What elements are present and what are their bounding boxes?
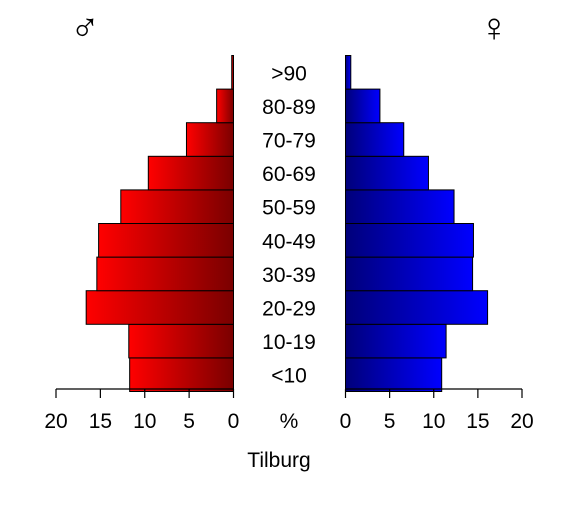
male-symbol: ♂ — [70, 6, 100, 50]
age-label-under-10: <10 — [271, 365, 307, 388]
male-bar-10-19 — [128, 323, 234, 359]
axes: 20 15 10 5 0 0 5 10 15 20 — [44, 388, 534, 433]
male-tick-label-5: 5 — [183, 410, 195, 433]
male-bar-50-59 — [120, 189, 234, 224]
age-label-20-29: 20-29 — [262, 298, 316, 321]
male-tick-label-0: 0 — [228, 410, 240, 433]
female-bar-60-69 — [345, 155, 429, 191]
male-tick-label-15: 15 — [89, 410, 112, 433]
female-bar-40-49 — [345, 223, 474, 258]
male-bar-under-10 — [129, 357, 235, 392]
male-bar-30-39 — [96, 256, 234, 292]
age-label-over-90: >90 — [271, 62, 307, 85]
female-bar-30-39 — [345, 256, 474, 292]
male-bar-40-49 — [98, 223, 234, 258]
male-bar-70-79 — [185, 122, 234, 157]
female-tick-label-10: 10 — [422, 410, 445, 433]
female-bar-under-10 — [345, 357, 443, 392]
female-tick-label-15: 15 — [466, 410, 489, 433]
male-bar-20-29 — [85, 290, 234, 325]
age-label-10-19: 10-19 — [262, 331, 316, 354]
female-bar-10-19 — [345, 323, 447, 359]
age-label-40-49: 40-49 — [262, 230, 316, 253]
female-bar-70-79 — [345, 122, 405, 157]
age-label-50-59: 50-59 — [262, 197, 316, 220]
age-label-60-69: 60-69 — [262, 163, 316, 186]
female-bar-80-89 — [345, 88, 381, 124]
female-bar-over-90 — [345, 55, 352, 90]
age-label-30-39: 30-39 — [262, 264, 316, 287]
percent-unit-label: % — [280, 410, 299, 433]
female-symbol: ♀ — [479, 6, 509, 50]
female-tick-label-20: 20 — [510, 410, 533, 433]
age-label-80-89: 80-89 — [262, 96, 316, 119]
male-bar-60-69 — [147, 155, 234, 191]
male-tick-label-10: 10 — [133, 410, 156, 433]
male-tick-label-20: 20 — [44, 410, 67, 433]
male-bars — [85, 55, 235, 392]
male-bar-80-89 — [216, 88, 234, 124]
male-bar-over-90 — [231, 55, 235, 90]
x-axis-label: Tilburg — [247, 449, 310, 472]
female-tick-label-0: 0 — [340, 410, 352, 433]
age-labels: <10 10-19 20-29 30-39 40-49 50-59 60-69 70-79 80… — [262, 62, 316, 387]
female-tick-label-5: 5 — [384, 410, 396, 433]
age-label-70-79: 70-79 — [262, 130, 316, 153]
female-bar-20-29 — [345, 290, 489, 325]
female-bar-50-59 — [345, 189, 455, 224]
female-bars — [345, 55, 489, 392]
